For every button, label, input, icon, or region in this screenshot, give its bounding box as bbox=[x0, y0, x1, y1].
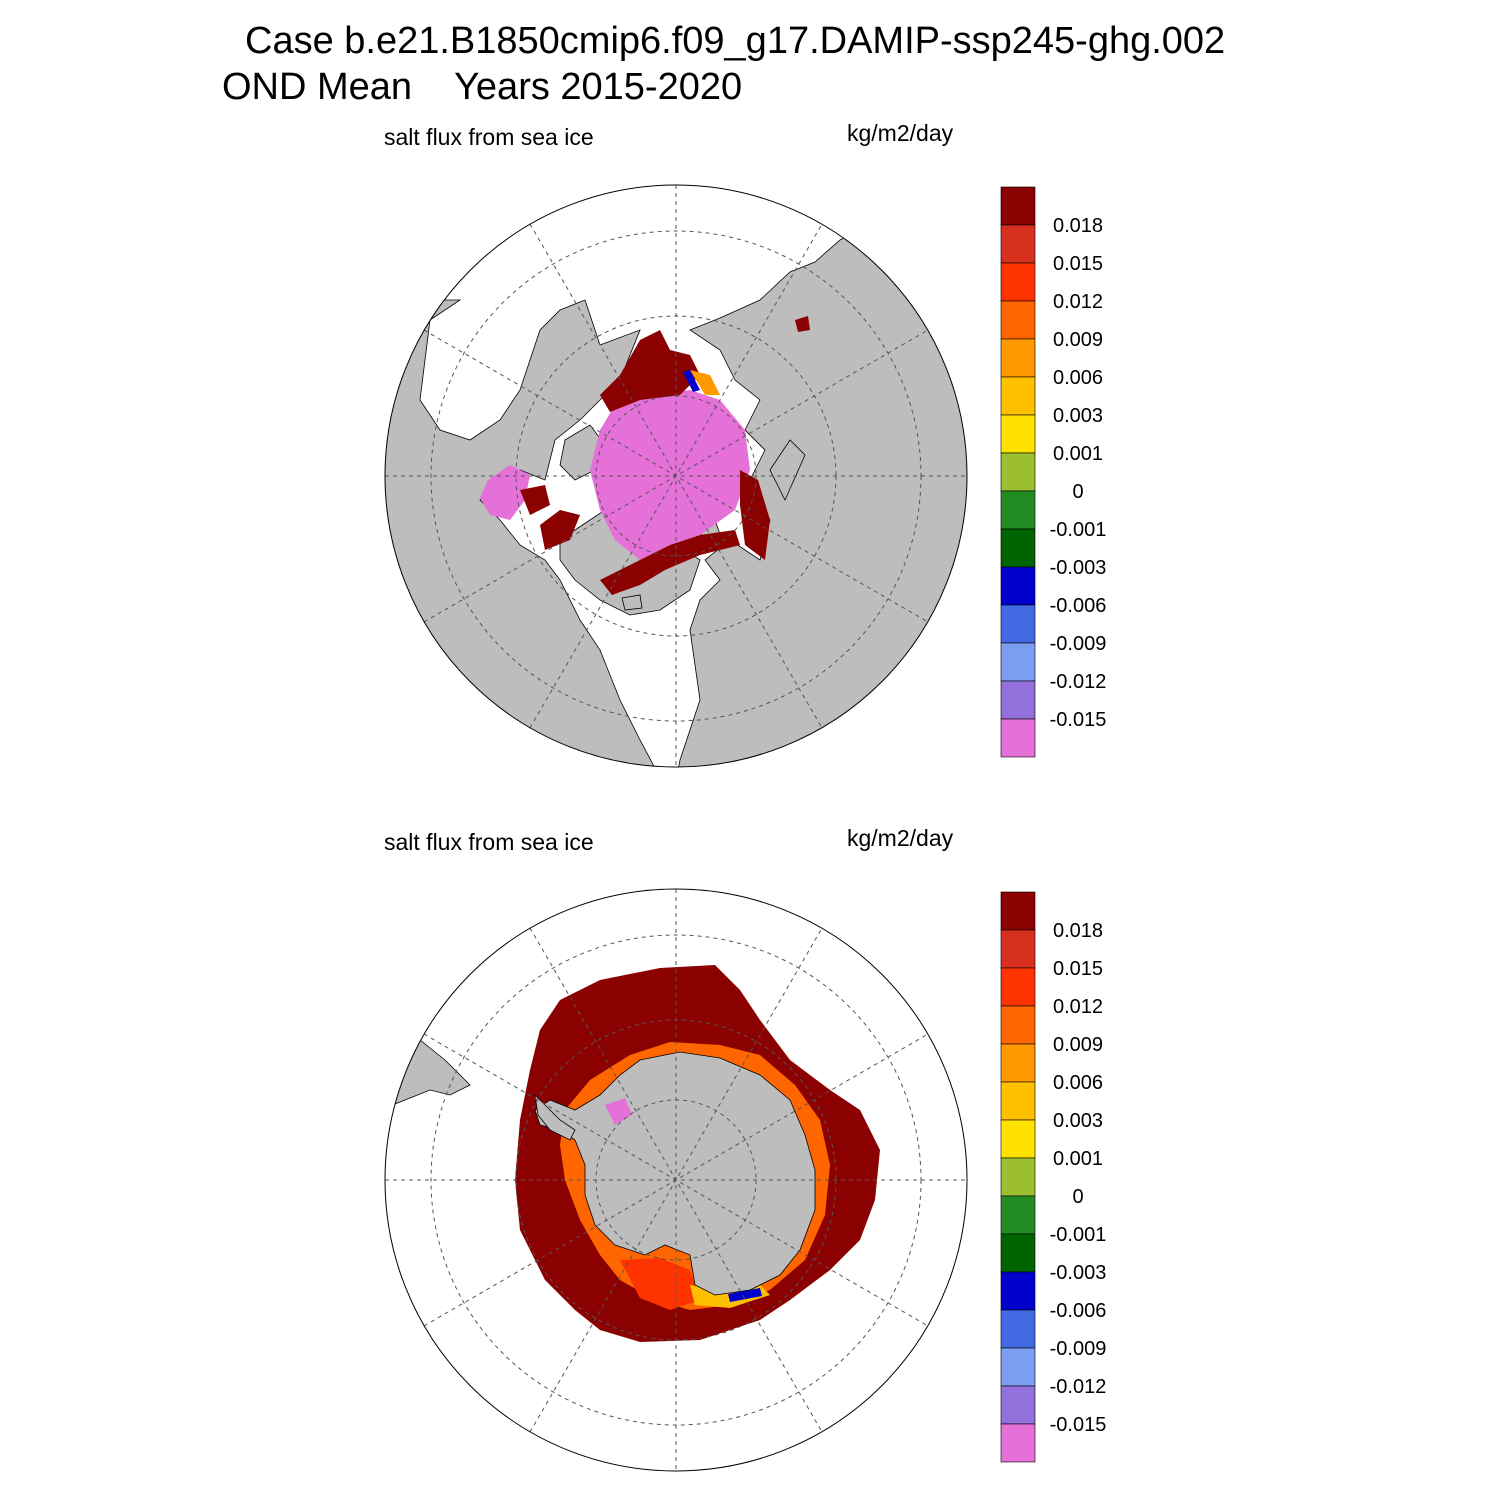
nh-colorbar-box bbox=[1000, 338, 1036, 378]
nh-colorbar-label: -0.015 bbox=[1050, 709, 1107, 731]
case-title: Case b.e21.B1850cmip6.f09_g17.DAMIP-ssp2… bbox=[245, 20, 1226, 62]
nh-colorbar-box bbox=[1000, 642, 1036, 682]
sh-colorbar-box bbox=[1000, 1233, 1036, 1273]
nh-land-eurasia bbox=[671, 214, 967, 767]
nh-flux-edge-blue bbox=[683, 370, 700, 392]
nh-colorbar-label: -0.003 bbox=[1050, 557, 1107, 579]
sh-colorbar: 0.018 0.015 0.012 0.009 0.006 0.003 0.001 0 -0.0… bbox=[1000, 891, 1107, 1463]
nh-colorbar-label: 0.018 bbox=[1053, 215, 1103, 237]
sh-graticule bbox=[385, 889, 967, 1471]
sh-land-peninsula bbox=[534, 1093, 576, 1141]
sh-colorbar-label: -0.006 bbox=[1050, 1300, 1107, 1322]
sh-colorbar-label: 0.015 bbox=[1053, 958, 1103, 980]
nh-colorbar: 0.018 0.015 0.012 0.009 0.006 0.003 0.001 0 -0.0… bbox=[1000, 186, 1107, 758]
sh-colorbar-box bbox=[1000, 1043, 1036, 1083]
nh-colorbar-label: 0.001 bbox=[1053, 443, 1103, 465]
nh-colorbar-box bbox=[1000, 224, 1036, 264]
sh-colorbar-label: 0.009 bbox=[1053, 1034, 1103, 1056]
nh-colorbar-box bbox=[1000, 452, 1036, 492]
sh-colorbar-box bbox=[1000, 1195, 1036, 1235]
nh-colorbar-box bbox=[1000, 680, 1036, 720]
sh-colorbar-box bbox=[1000, 1309, 1036, 1349]
sh-map-border bbox=[384, 888, 968, 1472]
nh-colorbar-label: 0 bbox=[1072, 481, 1083, 503]
sh-colorbar-label: 0.003 bbox=[1053, 1110, 1103, 1132]
nh-colorbar-box bbox=[1000, 414, 1036, 454]
nh-colorbar-label: -0.001 bbox=[1050, 519, 1107, 541]
sh-colorbar-box bbox=[1000, 967, 1036, 1007]
south-polar-map bbox=[384, 888, 968, 1472]
sh-colorbar-label: 0.006 bbox=[1053, 1072, 1103, 1094]
nh-flux-beaufort bbox=[520, 485, 550, 515]
sh-colorbar-box bbox=[1000, 1081, 1036, 1121]
nh-colorbar-label: 0.012 bbox=[1053, 291, 1103, 313]
sh-colorbar-box bbox=[1000, 1423, 1036, 1463]
sh-colorbar-box bbox=[1000, 1385, 1036, 1425]
sh-units-label: kg/m2/day bbox=[847, 825, 954, 851]
nh-colorbar-label: -0.006 bbox=[1050, 595, 1107, 617]
nh-colorbar-label: 0.003 bbox=[1053, 405, 1103, 427]
nh-colorbar-label: 0.015 bbox=[1053, 253, 1103, 275]
season-label: OND Mean bbox=[222, 66, 413, 108]
north-polar-map bbox=[384, 184, 968, 768]
nh-colorbar-box bbox=[1000, 490, 1036, 530]
sh-colorbar-box bbox=[1000, 929, 1036, 969]
sh-colorbar-label: 0.012 bbox=[1053, 996, 1103, 1018]
nh-flux-hudson-negative bbox=[480, 465, 530, 520]
sh-colorbar-box bbox=[1000, 1157, 1036, 1197]
nh-colorbar-box bbox=[1000, 300, 1036, 340]
nh-colorbar-box bbox=[1000, 566, 1036, 606]
nh-colorbar-label: -0.012 bbox=[1050, 671, 1107, 693]
sh-colorbar-label: -0.012 bbox=[1050, 1376, 1107, 1398]
nh-flux-barents bbox=[740, 470, 770, 560]
nh-variable-label: salt flux from sea ice bbox=[384, 124, 594, 150]
sh-colorbar-label: -0.001 bbox=[1050, 1224, 1107, 1246]
nh-colorbar-label: 0.009 bbox=[1053, 329, 1103, 351]
nh-flux-baffin bbox=[540, 510, 580, 550]
sh-colorbar-label: 0.001 bbox=[1053, 1148, 1103, 1170]
sh-colorbar-box bbox=[1000, 1119, 1036, 1159]
nh-graticule bbox=[385, 185, 967, 767]
nh-units-label: kg/m2/day bbox=[847, 120, 954, 146]
nh-colorbar-box bbox=[1000, 604, 1036, 644]
season-title: OND Mean Years 2015-2020 bbox=[222, 66, 742, 109]
nh-colorbar-box bbox=[1000, 262, 1036, 302]
nh-colorbar-box bbox=[1000, 528, 1036, 568]
sh-colorbar-box bbox=[1000, 1271, 1036, 1311]
nh-colorbar-box bbox=[1000, 718, 1036, 758]
sh-variable-label: salt flux from sea ice bbox=[384, 829, 594, 855]
sh-flux-edge-blue bbox=[728, 1288, 762, 1302]
sh-flux-ross-orange bbox=[620, 1258, 700, 1310]
sh-colorbar-label: -0.009 bbox=[1050, 1338, 1107, 1360]
nh-flux-siberian-shelf bbox=[600, 330, 700, 412]
sh-colorbar-box bbox=[1000, 1347, 1036, 1387]
nh-colorbar-box bbox=[1000, 186, 1036, 226]
sh-colorbar-label: -0.003 bbox=[1050, 1262, 1107, 1284]
nh-land-iceland bbox=[621, 594, 643, 611]
sh-colorbar-label: -0.015 bbox=[1050, 1414, 1107, 1436]
nh-flux-okhotsk bbox=[795, 316, 810, 332]
nh-colorbar-label: 0.006 bbox=[1053, 367, 1103, 389]
sh-colorbar-box bbox=[1000, 891, 1036, 931]
nh-flux-arctic-negative bbox=[590, 390, 750, 560]
sh-colorbar-label: 0.018 bbox=[1053, 920, 1103, 942]
nh-map-border bbox=[384, 184, 968, 768]
nh-flux-greenland-sea bbox=[600, 530, 740, 595]
nh-colorbar-label: -0.009 bbox=[1050, 633, 1107, 655]
years-label: Years 2015-2020 bbox=[454, 66, 743, 108]
sh-colorbar-label: 0 bbox=[1072, 1186, 1083, 1208]
nh-colorbar-box bbox=[1000, 376, 1036, 416]
nh-flux-edge-orange bbox=[690, 370, 720, 395]
sh-colorbar-box bbox=[1000, 1005, 1036, 1045]
